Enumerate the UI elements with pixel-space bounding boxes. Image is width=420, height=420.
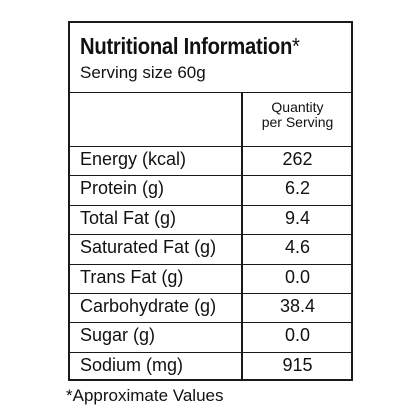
table-row: Trans Fat (g) 0.0: [70, 263, 351, 293]
table-row: Total Fat (g) 9.4: [70, 204, 351, 234]
table-row: Protein (g) 6.2: [70, 175, 351, 204]
table-row: Sugar (g) 0.0: [70, 322, 351, 351]
footnote: *Approximate Values: [66, 386, 224, 405]
nutrient-label: Protein (g): [80, 178, 165, 199]
nutrient-value: 6.2: [284, 178, 311, 199]
title-text: Nutritional Information: [80, 33, 293, 59]
nutrient-label: Trans Fat (g): [80, 266, 184, 287]
nutrient-value: 4.6: [284, 237, 311, 258]
column-header-line2: per Serving: [261, 114, 334, 130]
panel-header: Nutritional Information* Serving size 60…: [70, 23, 351, 93]
nutrient-label: Carbohydrate (g): [80, 295, 217, 316]
nutrient-value: 38.4: [279, 295, 316, 316]
nutrition-panel: Nutritional Information* Serving size 60…: [68, 21, 353, 381]
nutrient-label: Sugar (g): [80, 325, 156, 346]
nutrient-label: Total Fat (g): [80, 207, 177, 228]
nutrient-value: 0.0: [284, 266, 311, 287]
nutrient-label: Saturated Fat (g): [80, 237, 217, 258]
table-row: Saturated Fat (g) 4.6: [70, 234, 351, 263]
nutrient-label: Sodium (mg): [80, 354, 184, 375]
panel-title: Nutritional Information*: [80, 33, 300, 60]
serving-size: Serving size 60g: [80, 63, 206, 82]
nutrient-value: 0.0: [284, 325, 311, 346]
nutrient-value: 9.4: [284, 207, 311, 228]
title-marker: *: [292, 33, 300, 59]
table-row: Carbohydrate (g) 38.4: [70, 292, 351, 322]
nutrient-label: Energy (kcal): [80, 149, 187, 169]
nutrient-value: 915: [282, 354, 313, 375]
table-row: Energy (kcal) 262: [70, 146, 351, 175]
column-header: Quantity per Serving: [242, 93, 353, 146]
column-header-line1: Quantity: [271, 99, 324, 115]
nutrient-value: 262: [282, 149, 313, 169]
table-row: Sodium (mg) 915: [70, 351, 351, 381]
column-divider: [241, 93, 243, 381]
nutrient-rows: Energy (kcal) 262 Protein (g) 6.2 Total …: [70, 146, 351, 381]
